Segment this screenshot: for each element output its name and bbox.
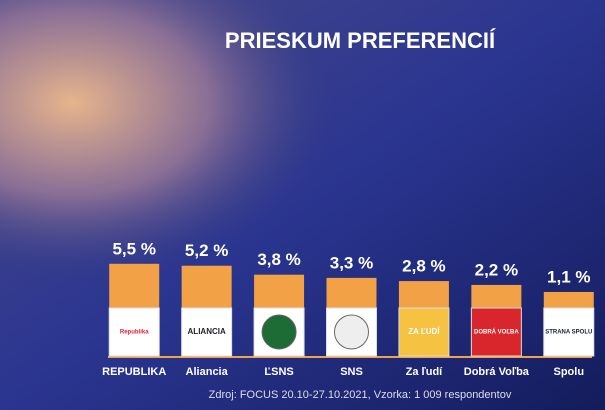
party-logo xyxy=(181,307,233,357)
x-tick-label: Aliancia xyxy=(186,366,229,378)
logo-text: ZA ĽUDÍ xyxy=(408,327,440,336)
value-label: 2,2 % xyxy=(475,260,518,279)
party-logo xyxy=(108,307,160,357)
value-label: 2,8 % xyxy=(402,257,445,276)
x-tick-label: SNS xyxy=(340,366,363,378)
party-logo xyxy=(398,307,450,357)
party-logo xyxy=(543,307,595,357)
x-tick-label: Dobrá Voľba xyxy=(464,366,530,378)
x-tick-label: Spolu xyxy=(554,366,585,378)
value-label: 3,3 % xyxy=(330,253,373,272)
logo-text: DOBRÁ VOĽBA xyxy=(474,329,519,336)
source: Zdroj: FOCUS 20.10-27.10.2021, Vzorka: 1… xyxy=(209,389,512,401)
value-label: 5,2 % xyxy=(185,241,228,260)
value-label: 3,8 % xyxy=(257,250,300,269)
chart-title: PRIESKUM PREFERENCIÍ xyxy=(225,28,496,53)
value-label: 1,1 % xyxy=(547,267,590,286)
party-logo xyxy=(470,307,522,357)
x-tick-label: REPUBLIKA xyxy=(102,366,166,378)
x-tick-label: Za ľudí xyxy=(406,366,444,378)
logo-emblem xyxy=(334,314,369,350)
logo-emblem xyxy=(261,314,297,350)
logo-text: ALIANCIA xyxy=(188,327,226,336)
x-tick-label: ĽSNS xyxy=(264,366,293,378)
logo-text: Republika xyxy=(120,330,149,336)
logo-text: STRANA SPOLU xyxy=(545,330,592,336)
value-label: 5,5 % xyxy=(112,239,155,258)
